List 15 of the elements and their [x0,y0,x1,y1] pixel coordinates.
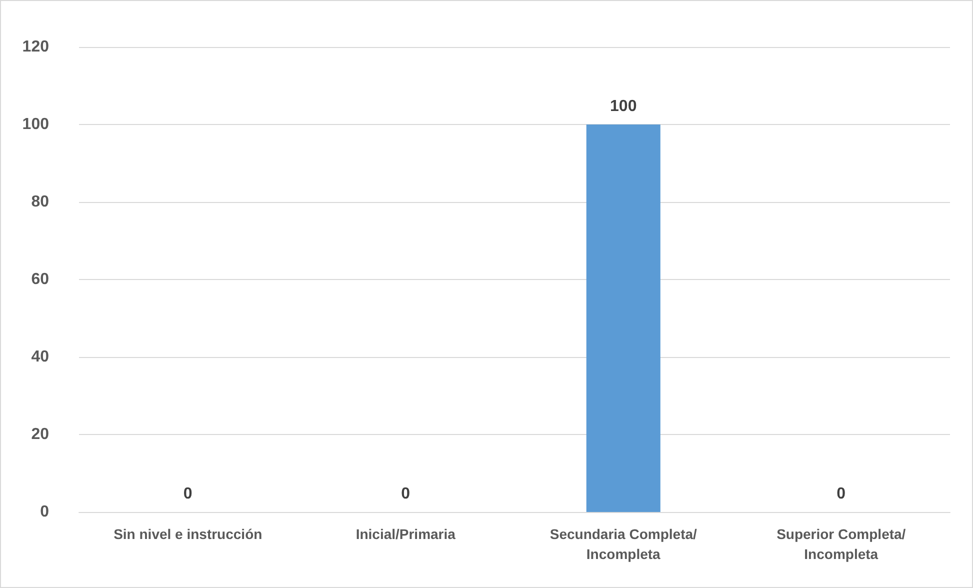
x-tick-label: Sin nivel e instrucción [114,526,262,542]
y-tick-label: 80 [31,194,50,210]
x-tick-label: Secundaria Completa/Incompleta [550,526,698,562]
y-tick-label: 60 [31,271,50,288]
data-label: 0 [183,486,192,502]
y-tick-label: 0 [40,504,50,520]
data-label: 0 [836,486,846,502]
data-label: 0 [401,486,410,502]
data-label: 100 [610,98,637,115]
x-tick-label: Inicial/Primaria [356,526,456,542]
y-tick-label: 20 [31,426,50,443]
y-tick-label: 120 [22,38,50,56]
x-tick-label: Superior Completa/Incompleta [776,526,906,562]
y-tick-label: 40 [31,348,50,366]
y-tick-label: 100 [22,116,50,133]
